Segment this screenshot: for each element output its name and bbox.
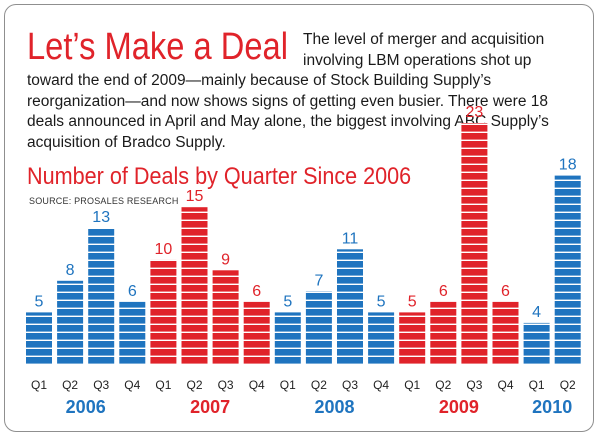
value-label-2006-q4: 6 <box>128 283 137 300</box>
bar-2006-q4 <box>119 301 146 365</box>
bar-2009-q4 <box>492 301 519 365</box>
quarter-label-2008-q1: Q1 <box>280 378 296 392</box>
bar-chart: 5 Q1 8 Q2 13 Q3 6 Q4 2006 10 Q1 15 Q2 9 Q3 6 Q4 2007 5 Q1 7 Q… <box>26 104 581 417</box>
value-label-2006-q1: 5 <box>35 293 44 310</box>
bar-2009-q1 <box>399 312 426 365</box>
bar-2007-q3 <box>212 270 239 365</box>
value-label-2006-q3: 13 <box>92 209 110 226</box>
quarter-label-2009-q1: Q1 <box>404 378 420 392</box>
headline: Let’s Make a Deal <box>27 26 288 68</box>
bar-2010-q1 <box>523 322 550 365</box>
value-label-2009-q4: 6 <box>501 283 510 300</box>
value-label-2008-q2: 7 <box>314 272 323 289</box>
quarter-label-2007-q1: Q1 <box>155 378 171 392</box>
value-label-2008-q3: 11 <box>342 230 359 247</box>
bar-2009-q3 <box>461 123 488 365</box>
value-label-2007-q1: 10 <box>155 241 173 258</box>
intro-text: The level of merger and acquisition invo… <box>27 31 549 151</box>
bar-2007-q4 <box>243 301 270 365</box>
value-label-2008-q4: 5 <box>377 293 386 310</box>
quarter-label-2009-q2: Q2 <box>435 378 451 392</box>
bar-2006-q3 <box>88 228 115 365</box>
intro-paragraph: The level of merger and acquisition invo… <box>27 30 582 153</box>
value-label-2009-q1: 5 <box>408 293 417 310</box>
quarter-label-2008-q3: Q3 <box>342 378 358 392</box>
bar-2008-q3 <box>337 249 363 365</box>
quarter-label-2010-q2: Q2 <box>560 378 576 392</box>
bar-2006-q1 <box>26 312 52 365</box>
bar-2006-q2 <box>57 280 84 365</box>
chart-title: Number of Deals by Quarter Since 2006 <box>27 163 412 190</box>
value-label-2008-q1: 5 <box>283 293 292 310</box>
bar-2008-q4 <box>368 312 395 365</box>
value-label-2007-q4: 6 <box>252 283 261 300</box>
quarter-label-2008-q4: Q4 <box>373 378 389 392</box>
quarter-label-2006-q3: Q3 <box>93 378 109 392</box>
quarter-label-2009-q4: Q4 <box>497 378 513 392</box>
quarter-label-2009-q3: Q3 <box>466 378 482 392</box>
year-label-2010: 2010 <box>532 397 572 417</box>
chart-source: SOURCE: PROSALES RESEARCH <box>29 196 179 206</box>
quarter-label-2006-q1: Q1 <box>31 378 47 392</box>
bar-2009-q2 <box>430 301 457 365</box>
quarter-label-2007-q2: Q2 <box>186 378 202 392</box>
quarter-label-2008-q2: Q2 <box>311 378 327 392</box>
year-label-2009: 2009 <box>439 397 479 417</box>
quarter-label-2007-q4: Q4 <box>249 378 265 392</box>
year-label-2008: 2008 <box>314 397 354 417</box>
quarter-label-2010-q1: Q1 <box>529 378 545 392</box>
bar-2008-q2 <box>305 291 332 365</box>
value-label-2009-q3: 23 <box>466 104 484 121</box>
value-label-2007-q2: 15 <box>186 188 204 205</box>
year-label-2006: 2006 <box>66 397 106 417</box>
bar-2007-q2 <box>181 207 208 365</box>
infographic-card: Let’s Make a Deal The level of merger an… <box>4 4 594 432</box>
quarter-label-2006-q2: Q2 <box>62 378 78 392</box>
bar-2007-q1 <box>150 259 177 365</box>
year-label-2007: 2007 <box>190 397 230 417</box>
value-label-2010-q2: 18 <box>559 157 577 174</box>
bar-2008-q1 <box>274 312 301 365</box>
quarter-label-2006-q4: Q4 <box>124 378 140 392</box>
quarter-label-2007-q3: Q3 <box>218 378 234 392</box>
value-label-2009-q2: 6 <box>439 283 448 300</box>
value-label-2010-q1: 4 <box>532 304 541 321</box>
value-label-2007-q3: 9 <box>221 251 230 268</box>
bar-2010-q2 <box>554 175 581 365</box>
value-label-2006-q2: 8 <box>66 262 75 279</box>
